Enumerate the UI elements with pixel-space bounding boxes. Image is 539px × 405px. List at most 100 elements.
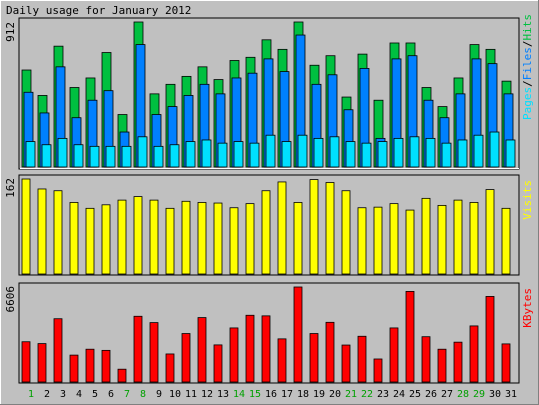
bar-visits-12 [197,202,207,275]
x-tick-label-1: 1 [28,389,34,400]
x-tick-label-6: 6 [108,389,114,400]
bar-kbytes-22 [357,335,367,383]
bar-kbytes-27 [437,348,447,383]
panel-2-frame [18,174,520,276]
bar-visits-26 [421,197,431,275]
bar-visits-19 [309,179,319,275]
bar-kbytes-21 [341,344,351,383]
bar-pages-3 [57,137,68,168]
panel-visits [18,174,520,276]
x-tick-label-7: 7 [124,389,130,400]
legend-files: Files [521,47,534,80]
bar-kbytes-23 [373,358,383,383]
bar-visits-16 [261,190,271,275]
bar-kbytes-1 [21,341,31,383]
y-max-label-hits: 912 [4,22,17,42]
x-tick-label-23: 23 [377,389,389,400]
panel-3-frame [18,282,520,384]
bar-kbytes-30 [485,296,495,383]
bar-visits-31 [501,207,511,275]
bar-visits-29 [469,202,479,275]
bar-pages-17 [281,141,292,168]
bar-kbytes-18 [293,286,303,383]
bar-kbytes-2 [37,343,47,383]
bar-visits-1 [21,178,31,275]
bar-pages-21 [345,141,356,168]
bar-kbytes-24 [389,327,399,383]
x-tick-label-20: 20 [329,389,341,400]
legend-sep-2: / [521,41,534,48]
x-tick-label-14: 14 [233,389,245,400]
bar-kbytes-13 [213,344,223,383]
bar-visits-6 [101,204,111,275]
bar-visits-15 [245,203,255,275]
bar-visits-30 [485,189,495,275]
bars-layer [21,21,516,383]
x-tick-label-30: 30 [489,389,501,400]
bar-pages-9 [153,145,164,168]
bar-kbytes-3 [53,318,63,383]
bar-kbytes-31 [501,343,511,383]
x-tick-label-11: 11 [185,389,197,400]
bar-visits-5 [85,207,95,275]
bar-pages-22 [361,142,372,168]
legend-kbytes: KBytes [521,288,534,328]
x-tick-label-21: 21 [345,389,357,400]
bar-visits-20 [325,182,335,275]
x-tick-label-22: 22 [361,389,373,400]
bar-visits-17 [277,181,287,275]
bar-kbytes-7 [117,368,127,383]
bar-pages-30 [489,131,500,168]
bar-pages-25 [409,136,420,168]
x-tick-label-10: 10 [169,389,181,400]
bar-visits-2 [37,188,47,275]
bar-visits-8 [133,196,143,275]
x-tick-label-8: 8 [140,389,146,400]
bar-kbytes-5 [85,348,95,383]
bar-pages-18 [297,134,308,168]
bar-visits-25 [405,209,415,275]
bar-pages-12 [201,139,212,168]
bar-pages-28 [457,139,468,168]
bar-visits-11 [181,200,191,275]
x-tick-label-5: 5 [92,389,98,400]
bar-kbytes-12 [197,317,207,383]
chart-title: Daily usage for January 2012 [6,4,191,17]
bar-kbytes-14 [229,327,239,383]
bar-pages-10 [169,144,180,168]
x-tick-label-9: 9 [156,389,162,400]
bar-pages-13 [217,142,228,168]
bar-kbytes-15 [245,314,255,383]
bar-visits-23 [373,206,383,275]
x-tick-label-19: 19 [313,389,325,400]
x-tick-label-3: 3 [60,389,66,400]
bar-kbytes-19 [309,333,319,383]
legend-visits: Visits [521,180,534,220]
panel-kbytes [18,282,520,384]
bar-kbytes-17 [277,338,287,383]
bar-pages-20 [329,136,340,168]
bar-visits-28 [453,199,463,275]
y-max-label-visits: 162 [4,178,17,198]
bar-pages-19 [313,137,324,168]
bar-visits-14 [229,207,239,275]
bar-kbytes-10 [165,353,175,383]
bar-visits-27 [437,204,447,275]
x-tick-label-16: 16 [265,389,277,400]
bar-pages-26 [425,137,436,168]
x-tick-label-28: 28 [457,389,469,400]
legend-hits: Hits [521,14,534,41]
bar-pages-31 [505,139,516,168]
bar-kbytes-20 [325,321,335,383]
x-tick-label-24: 24 [393,389,405,400]
bar-visits-22 [357,207,367,275]
panel-hits-files-pages [18,17,520,170]
x-tick-label-2: 2 [44,389,50,400]
bar-visits-21 [341,190,351,275]
bar-kbytes-29 [469,325,479,383]
bar-visits-10 [165,207,175,275]
bar-visits-9 [149,199,159,275]
bar-visits-18 [293,202,303,275]
x-tick-label-18: 18 [297,389,309,400]
